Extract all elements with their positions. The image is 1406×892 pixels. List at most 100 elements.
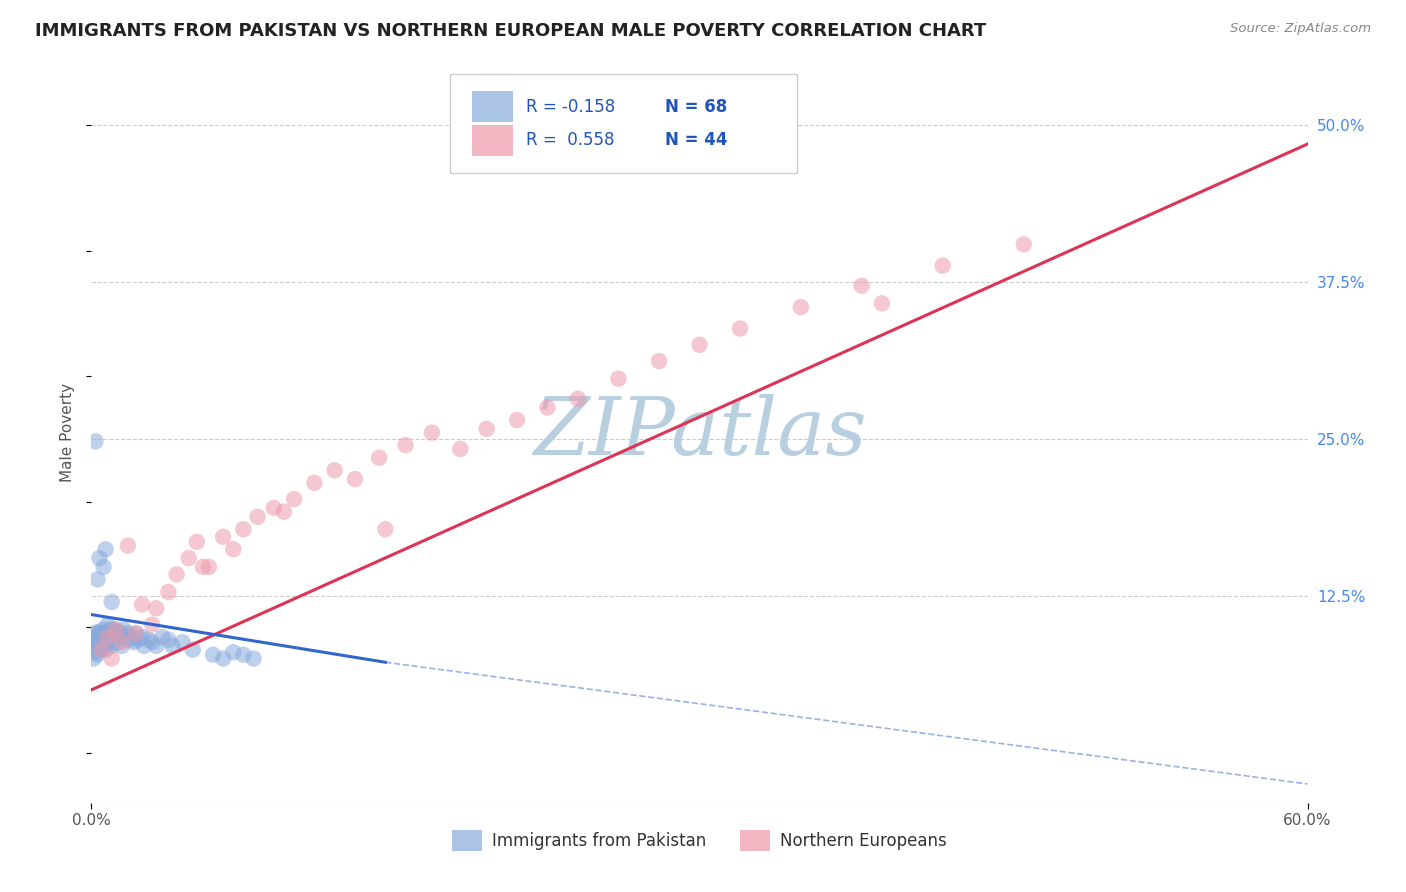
Point (97, 635, 120, 649)
FancyBboxPatch shape (472, 125, 513, 156)
Point (506, 413, 529, 427)
Point (93, 639, 115, 653)
Point (89, 626, 111, 640)
Point (97, 617, 120, 632)
Point (191, 560, 214, 574)
Point (127, 632, 149, 647)
Point (172, 635, 194, 649)
Point (157, 632, 180, 647)
Point (232, 522, 254, 536)
Point (93, 623, 115, 637)
Point (100, 630, 122, 644)
Point (90, 626, 112, 640)
Point (166, 567, 188, 582)
Point (246, 509, 269, 524)
Point (98, 623, 121, 637)
Point (343, 472, 366, 486)
Point (449, 442, 471, 456)
Point (90, 632, 112, 647)
Point (82, 651, 104, 665)
Point (648, 354, 671, 368)
Point (94, 642, 117, 657)
Point (90, 639, 112, 653)
Text: IMMIGRANTS FROM PAKISTAN VS NORTHERN EUROPEAN MALE POVERTY CORRELATION CHART: IMMIGRANTS FROM PAKISTAN VS NORTHERN EUR… (35, 22, 987, 40)
Point (103, 626, 125, 640)
Point (117, 626, 139, 640)
Point (186, 534, 208, 549)
Point (157, 585, 180, 599)
Point (136, 632, 159, 647)
Point (536, 401, 558, 415)
Point (103, 635, 125, 649)
Point (141, 635, 163, 649)
Point (115, 630, 138, 644)
Point (108, 630, 131, 644)
Point (368, 450, 391, 465)
Point (100, 595, 122, 609)
Point (304, 475, 326, 490)
Point (94, 542, 117, 557)
Point (93, 630, 115, 644)
Point (141, 617, 163, 632)
Point (111, 626, 134, 640)
FancyBboxPatch shape (450, 73, 797, 173)
Point (93, 560, 115, 574)
Point (131, 598, 153, 612)
Point (97, 626, 120, 640)
Point (1012, 237, 1035, 252)
Point (107, 635, 129, 649)
Text: Source: ZipAtlas.com: Source: ZipAtlas.com (1230, 22, 1371, 36)
Point (728, 321, 751, 335)
Point (283, 492, 305, 507)
Point (222, 542, 245, 557)
Point (84, 639, 107, 653)
Point (104, 623, 127, 637)
Point (94, 632, 117, 647)
Point (145, 639, 167, 653)
Point (111, 639, 134, 653)
Point (94, 626, 117, 640)
Point (263, 500, 285, 515)
Point (97, 630, 120, 644)
Point (82, 632, 104, 647)
Point (688, 338, 710, 352)
Point (86, 625, 108, 640)
Point (567, 392, 589, 406)
Point (851, 278, 873, 293)
Point (420, 425, 443, 440)
Point (122, 635, 145, 649)
Point (931, 259, 953, 273)
Point (273, 505, 295, 519)
Point (100, 623, 122, 637)
Point (86, 648, 108, 662)
Point (232, 648, 254, 662)
Point (242, 651, 264, 665)
Point (84, 645, 107, 659)
Text: N = 44: N = 44 (665, 131, 728, 149)
Point (86, 573, 108, 587)
Point (118, 632, 141, 647)
Point (131, 630, 153, 644)
Text: R = -0.158: R = -0.158 (526, 98, 614, 116)
Point (150, 630, 173, 644)
Point (132, 639, 155, 653)
FancyBboxPatch shape (472, 91, 513, 122)
Y-axis label: Male Poverty: Male Poverty (60, 383, 76, 483)
Point (790, 300, 813, 314)
Point (202, 648, 225, 662)
Point (222, 645, 245, 659)
Text: N = 68: N = 68 (665, 98, 728, 116)
Point (117, 539, 139, 553)
Point (145, 601, 167, 615)
Point (870, 296, 893, 310)
Point (125, 626, 148, 640)
Point (198, 560, 221, 574)
Point (89, 551, 111, 566)
Text: R =  0.558: R = 0.558 (526, 131, 614, 149)
Legend: Immigrants from Pakistan, Northern Europeans: Immigrants from Pakistan, Northern Europ… (446, 823, 953, 857)
Point (112, 623, 135, 637)
Point (125, 626, 148, 640)
Point (475, 422, 498, 436)
Point (104, 630, 127, 644)
Point (323, 463, 346, 477)
